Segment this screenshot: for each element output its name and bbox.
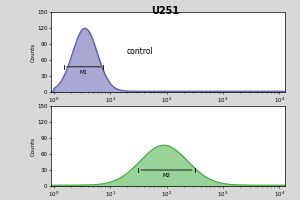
Text: M2: M2	[163, 173, 171, 178]
X-axis label: FL1-H: FL1-H	[160, 106, 176, 111]
Text: control: control	[127, 47, 154, 56]
Y-axis label: Counts: Counts	[31, 136, 36, 156]
Y-axis label: Counts: Counts	[31, 42, 36, 62]
Text: U251: U251	[151, 6, 179, 16]
Text: M1: M1	[80, 70, 88, 75]
